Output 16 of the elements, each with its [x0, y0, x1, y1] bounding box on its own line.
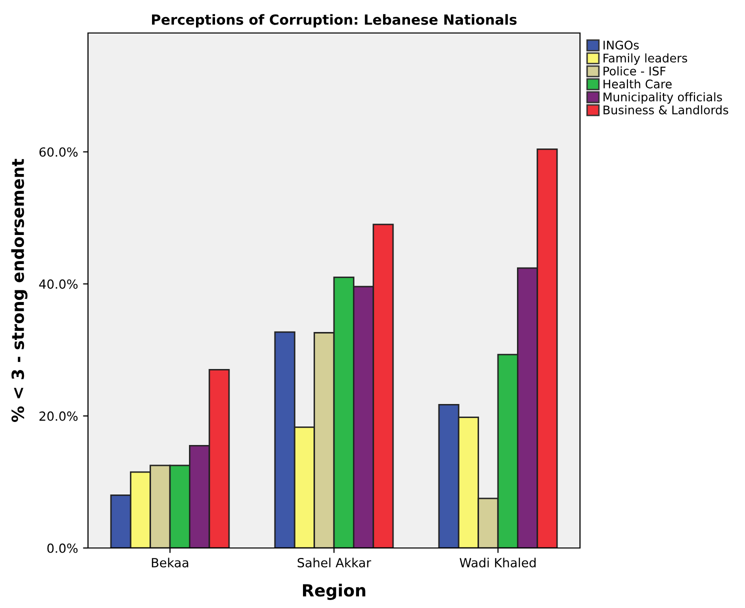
- y-tick-label: 0.0%: [47, 543, 78, 553]
- y-tick-label: 20.0%: [39, 411, 78, 421]
- x-tick-label: Sahel Akkar: [298, 558, 372, 568]
- legend-label: Municipality officials: [604, 92, 722, 104]
- y-tick-label: 60.0%: [39, 147, 78, 157]
- legend-label: Family leaders: [604, 53, 688, 65]
- x-tick-label: Bekaa: [152, 558, 188, 568]
- x-tick-label: Wadi Khaled: [460, 558, 536, 568]
- y-tick-label: 40.0%: [39, 279, 78, 289]
- x-axis-title: Region: [302, 584, 366, 600]
- chart-title: Perceptions of Corruption: Lebanese Nationals: [152, 14, 517, 28]
- legend-label: Police - ISF: [604, 66, 666, 76]
- legend-label: Business & Landlords: [604, 105, 728, 114]
- legend-label: INGOs: [604, 40, 639, 50]
- y-axis-title: % < 3 - strong endorsement: [11, 158, 28, 422]
- legend-label: Health Care: [604, 79, 672, 88]
